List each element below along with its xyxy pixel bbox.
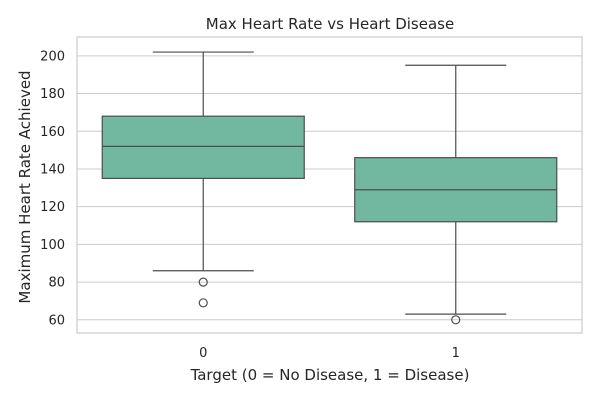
box-group — [101, 51, 305, 308]
outlier-point — [198, 277, 208, 287]
y-axis-label: Maximum Heart Rate Achieved — [16, 70, 34, 303]
y-tick-labels: 60 80 100 120 140 160 180 200 — [40, 49, 65, 328]
y-tick-label: 180 — [40, 87, 65, 102]
y-tick-label: 200 — [40, 49, 65, 64]
boxes — [101, 51, 558, 325]
x-tick-label: 0 — [199, 346, 207, 361]
x-axis-label: Target (0 = No Disease, 1 = Disease) — [190, 366, 470, 384]
outlier-point — [198, 298, 208, 308]
y-tick-label: 140 — [40, 162, 65, 177]
y-tick-label: 80 — [48, 276, 65, 291]
plot-frame — [76, 36, 583, 334]
chart-title: Max Heart Rate vs Heart Disease — [206, 15, 454, 33]
y-tick-label: 120 — [40, 200, 65, 215]
outlier-point — [451, 315, 461, 325]
box-group — [354, 64, 558, 325]
box-iqr — [101, 115, 305, 180]
y-tick-label: 60 — [48, 313, 65, 328]
y-tick-label: 100 — [40, 238, 65, 253]
x-tick-label: 1 — [452, 346, 460, 361]
y-tick-label: 160 — [40, 125, 65, 140]
